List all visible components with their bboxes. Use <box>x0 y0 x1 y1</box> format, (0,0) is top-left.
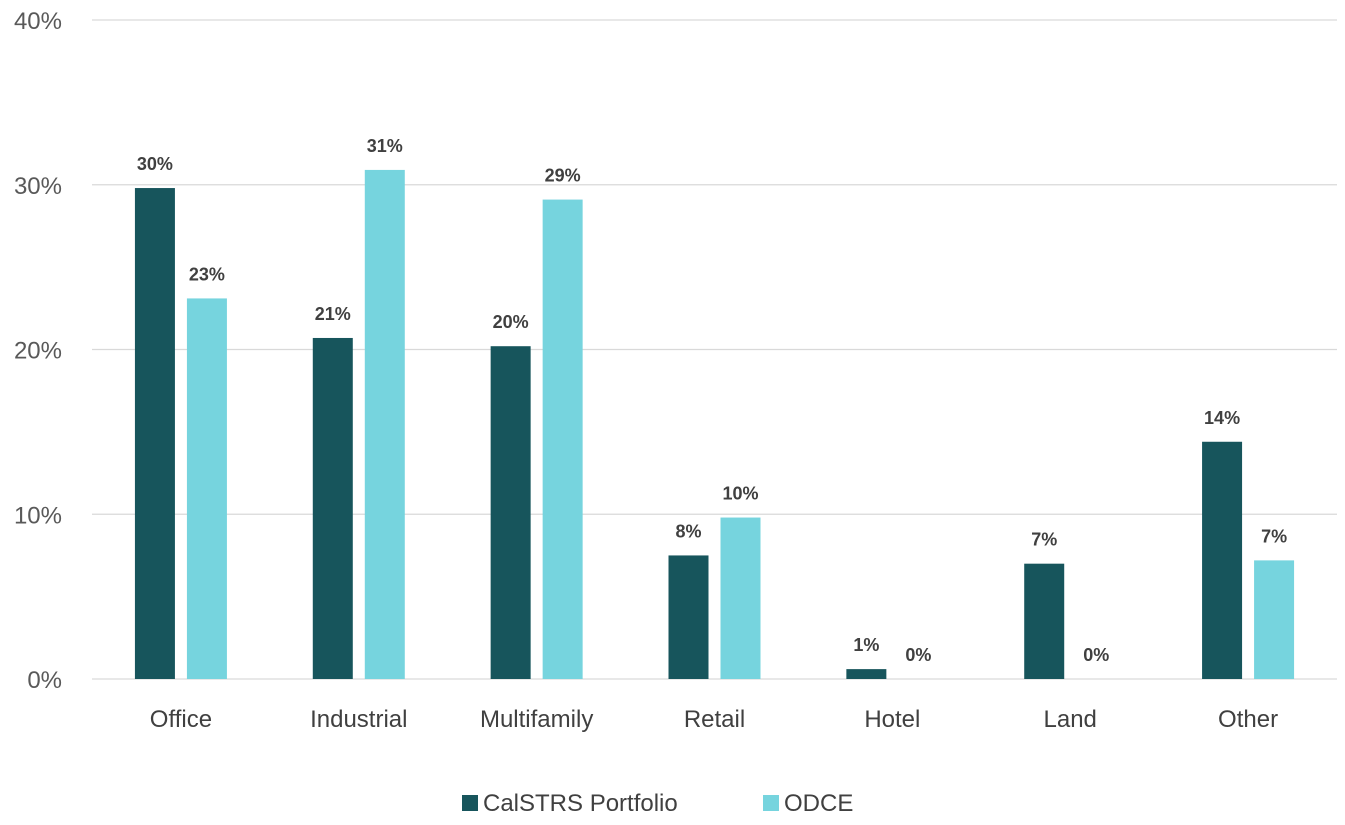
x-tick-label: Hotel <box>864 706 920 733</box>
data-labels: 30% 23% 21% 31% 20% 29% 8% 10% 1% 0% 7% 0% 14% 7% <box>137 136 1287 665</box>
bar <box>364 169 405 680</box>
data-label: 29% <box>545 166 581 186</box>
legend-label: CalSTRS Portfolio <box>483 790 678 817</box>
data-label: 8% <box>675 521 701 541</box>
x-tick-label: Other <box>1218 706 1278 733</box>
bar <box>1024 563 1065 679</box>
y-tick-label: 30% <box>14 173 62 200</box>
bar <box>134 188 175 680</box>
bar <box>720 517 761 679</box>
data-label: 7% <box>1261 526 1287 546</box>
data-label: 1% <box>853 635 879 655</box>
data-label: 31% <box>367 136 403 156</box>
legend-swatch <box>462 795 478 811</box>
x-tick-label: Retail <box>684 706 745 733</box>
bar <box>186 298 227 679</box>
data-label: 23% <box>189 264 225 284</box>
bars <box>134 169 1295 680</box>
y-tick-label: 0% <box>27 667 62 694</box>
gridlines <box>92 19 1337 680</box>
bar <box>1202 441 1243 679</box>
bar <box>542 199 583 679</box>
data-label: 7% <box>1031 530 1057 550</box>
x-tick-label: Industrial <box>310 706 407 733</box>
legend-swatch <box>763 795 779 811</box>
data-label: 20% <box>493 312 529 332</box>
legend: CalSTRS Portfolio ODCE <box>462 790 853 817</box>
y-tick-label: 40% <box>14 8 62 35</box>
bar <box>1254 560 1295 679</box>
data-label: 10% <box>722 484 758 504</box>
data-label: 14% <box>1204 408 1240 428</box>
y-axis-ticks: 0% 10% 20% 30% 40% <box>14 8 62 694</box>
data-label: 21% <box>315 304 351 324</box>
x-tick-label: Office <box>150 706 212 733</box>
data-label: 0% <box>1083 645 1109 665</box>
bar <box>490 346 531 679</box>
y-tick-label: 10% <box>14 502 62 529</box>
x-axis-categories: Office Industrial Multifamily Retail Hotel La… <box>150 706 1278 733</box>
data-label: 30% <box>137 154 173 174</box>
bar <box>312 337 353 679</box>
bar <box>668 555 709 679</box>
x-tick-label: Land <box>1044 706 1097 733</box>
data-label: 0% <box>905 645 931 665</box>
bar <box>846 669 887 679</box>
x-tick-label: Multifamily <box>480 706 593 733</box>
legend-label: ODCE <box>784 790 853 817</box>
y-tick-label: 20% <box>14 338 62 365</box>
